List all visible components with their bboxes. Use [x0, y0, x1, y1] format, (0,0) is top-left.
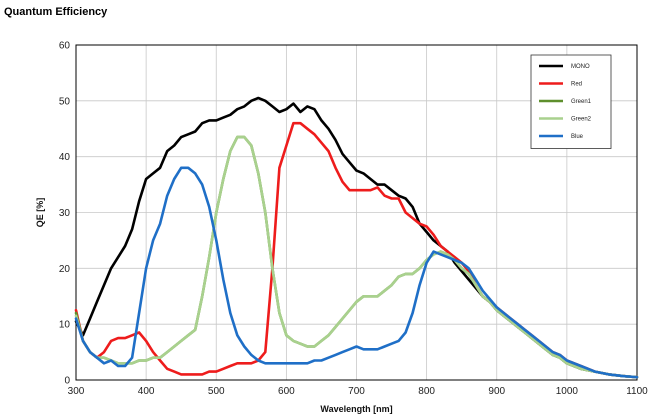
series-line-blue — [74, 166, 639, 379]
chart-title: Quantum Efficiency — [4, 6, 108, 18]
y-tick-labels: 0 10 20 30 40 50 60 — [59, 41, 71, 387]
legend-label-green1: Green1 — [571, 99, 592, 105]
legend: MONO Red Green1 Green2 Blue — [530, 54, 612, 149]
x-tick-label: 800 — [418, 386, 435, 397]
series-lines — [74, 96, 639, 379]
y-tick-label: 10 — [59, 320, 71, 331]
y-tick-label: 50 — [59, 96, 71, 107]
x-tick-label: 700 — [348, 386, 365, 397]
x-axis-label: Wavelength [nm] — [320, 404, 392, 414]
y-tick-label: 60 — [59, 41, 71, 52]
legend-label-blue: Blue — [571, 134, 584, 140]
x-tick-label: 1000 — [556, 386, 579, 397]
legend-label-mono: MONO — [571, 64, 590, 70]
series-line-green2 — [74, 135, 639, 379]
x-tick-label: 300 — [68, 386, 85, 397]
y-axis-label: QE [%] — [35, 198, 45, 228]
legend-label-green2: Green2 — [571, 117, 592, 123]
y-tick-label: 20 — [59, 264, 71, 275]
y-tick-label: 40 — [59, 152, 71, 163]
plot-frame — [75, 44, 638, 381]
legend-items: MONO Red Green1 Green2 Blue — [539, 64, 592, 140]
x-tick-label: 500 — [208, 386, 225, 397]
y-tick-label: 30 — [59, 208, 71, 219]
x-tick-label: 1100 — [626, 386, 648, 397]
x-tick-label: 400 — [138, 386, 155, 397]
legend-label-red: Red — [571, 82, 582, 88]
x-tick-label: 600 — [278, 386, 295, 397]
x-tick-labels: 300 400 500 600 700 800 900 1000 1100 — [68, 386, 649, 397]
x-tick-label: 900 — [488, 386, 505, 397]
y-tick-label: 0 — [64, 376, 70, 387]
